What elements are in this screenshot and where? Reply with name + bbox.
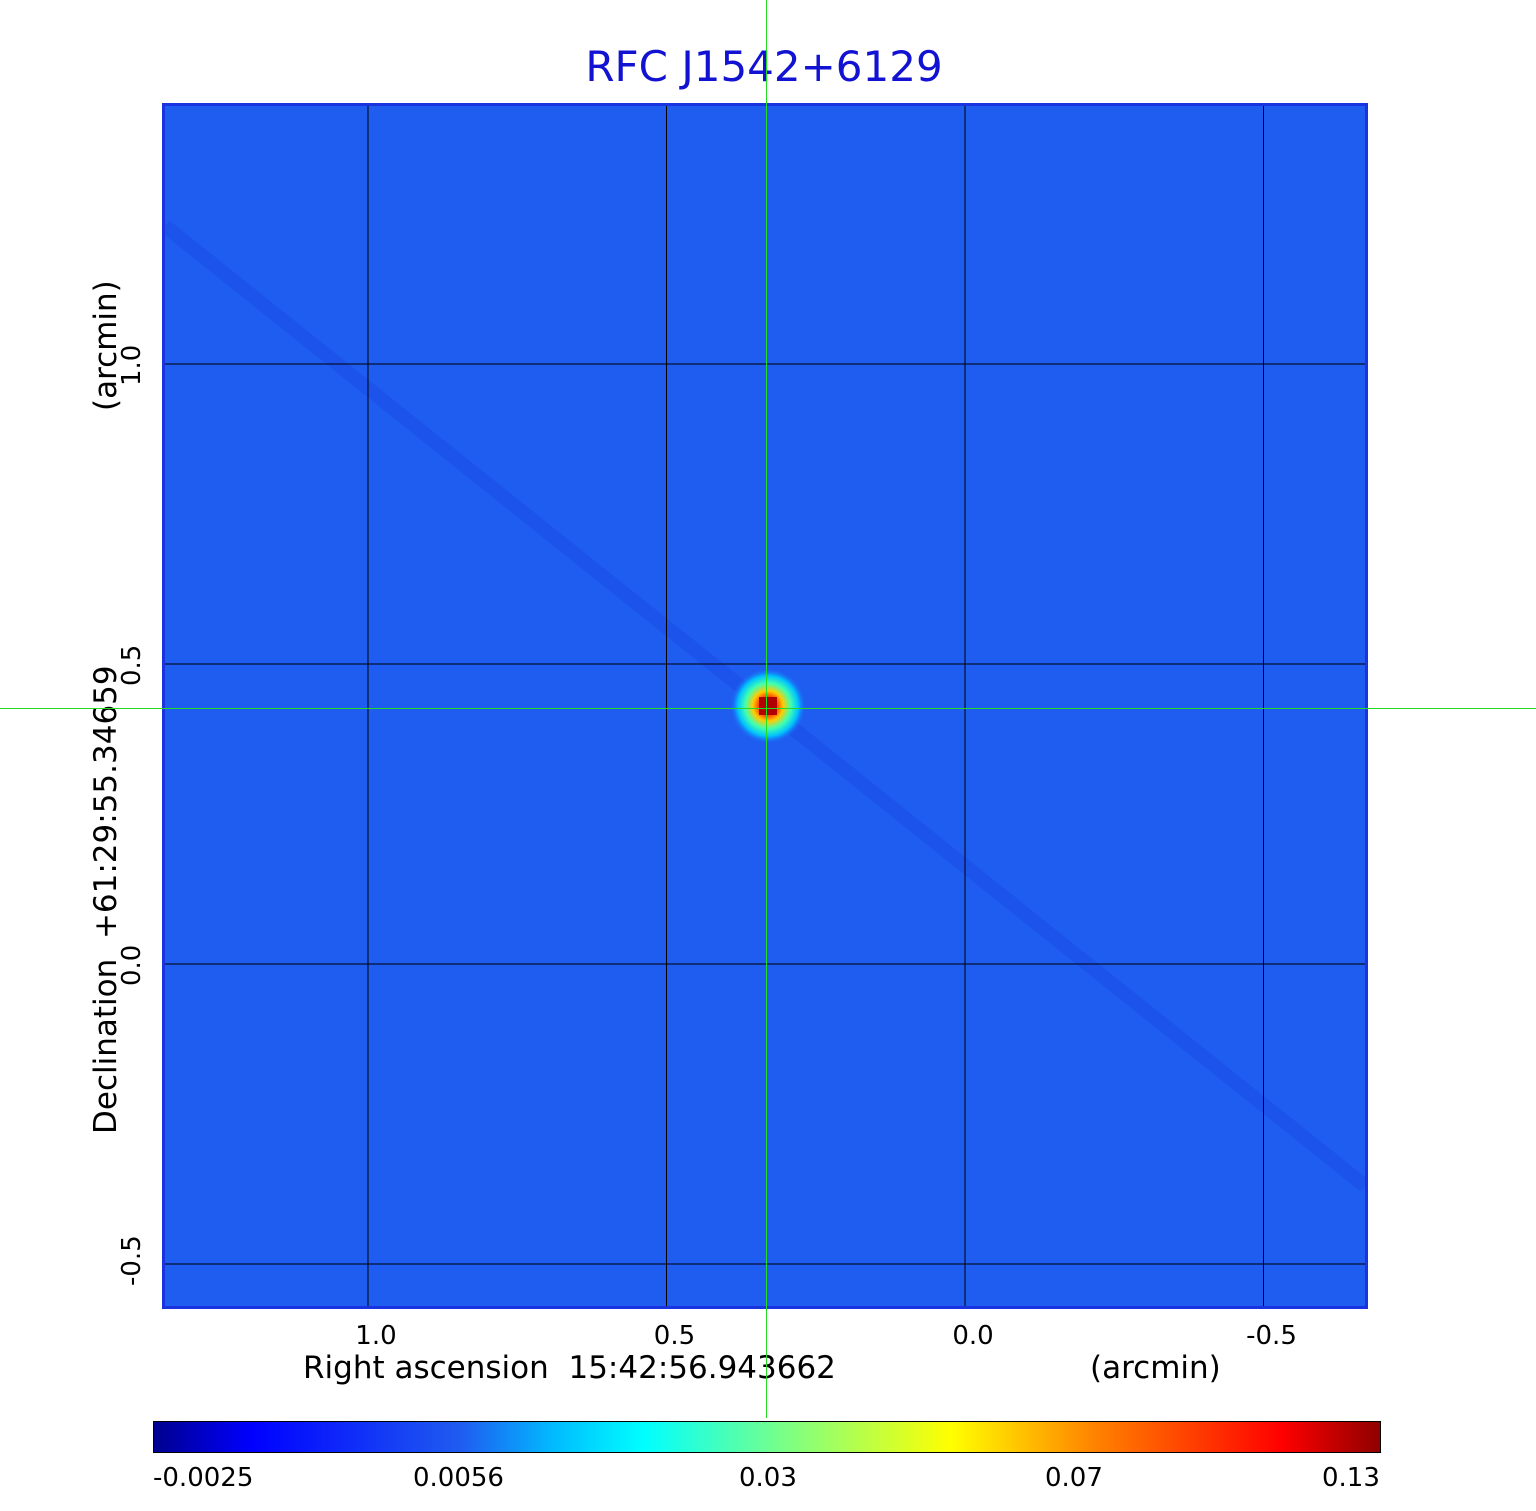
x-tick-label: 0.5 (653, 1321, 696, 1351)
x-axis-unit: (arcmin) (1090, 1350, 1221, 1386)
crosshair-vertical (766, 0, 767, 1418)
colorbar-tick-label: 0.13 (1322, 1463, 1380, 1493)
colorbar-tick-label: 0.07 (1045, 1463, 1103, 1493)
x-axis-label: Right ascension 15:42:56.943662 (303, 1350, 836, 1386)
x-tick-label: 1.0 (355, 1321, 397, 1351)
source-core (758, 697, 777, 715)
colorbar-tick-label: 0.0056 (413, 1463, 504, 1493)
y-axis-unit: (arcmin) (88, 280, 124, 411)
y-tick-label: -0.5 (117, 1235, 147, 1286)
colorbar-tick-label: -0.0025 (153, 1463, 254, 1493)
colorbar (153, 1421, 1381, 1453)
image-plot-area[interactable] (162, 103, 1368, 1309)
colorbar-tick-label: 0.03 (739, 1463, 797, 1493)
x-tick-label: 0.0 (952, 1321, 994, 1351)
chart-title: RFC J1542+6129 (585, 42, 943, 91)
source-blob[interactable] (729, 668, 806, 744)
crosshair-horizontal (0, 708, 1536, 709)
y-axis-label: Declination +61:29:55.34659 (88, 665, 124, 1134)
x-tick-label: -0.5 (1246, 1321, 1297, 1351)
plot-svg (165, 106, 1365, 1306)
coordinate-grid (165, 106, 1365, 1306)
